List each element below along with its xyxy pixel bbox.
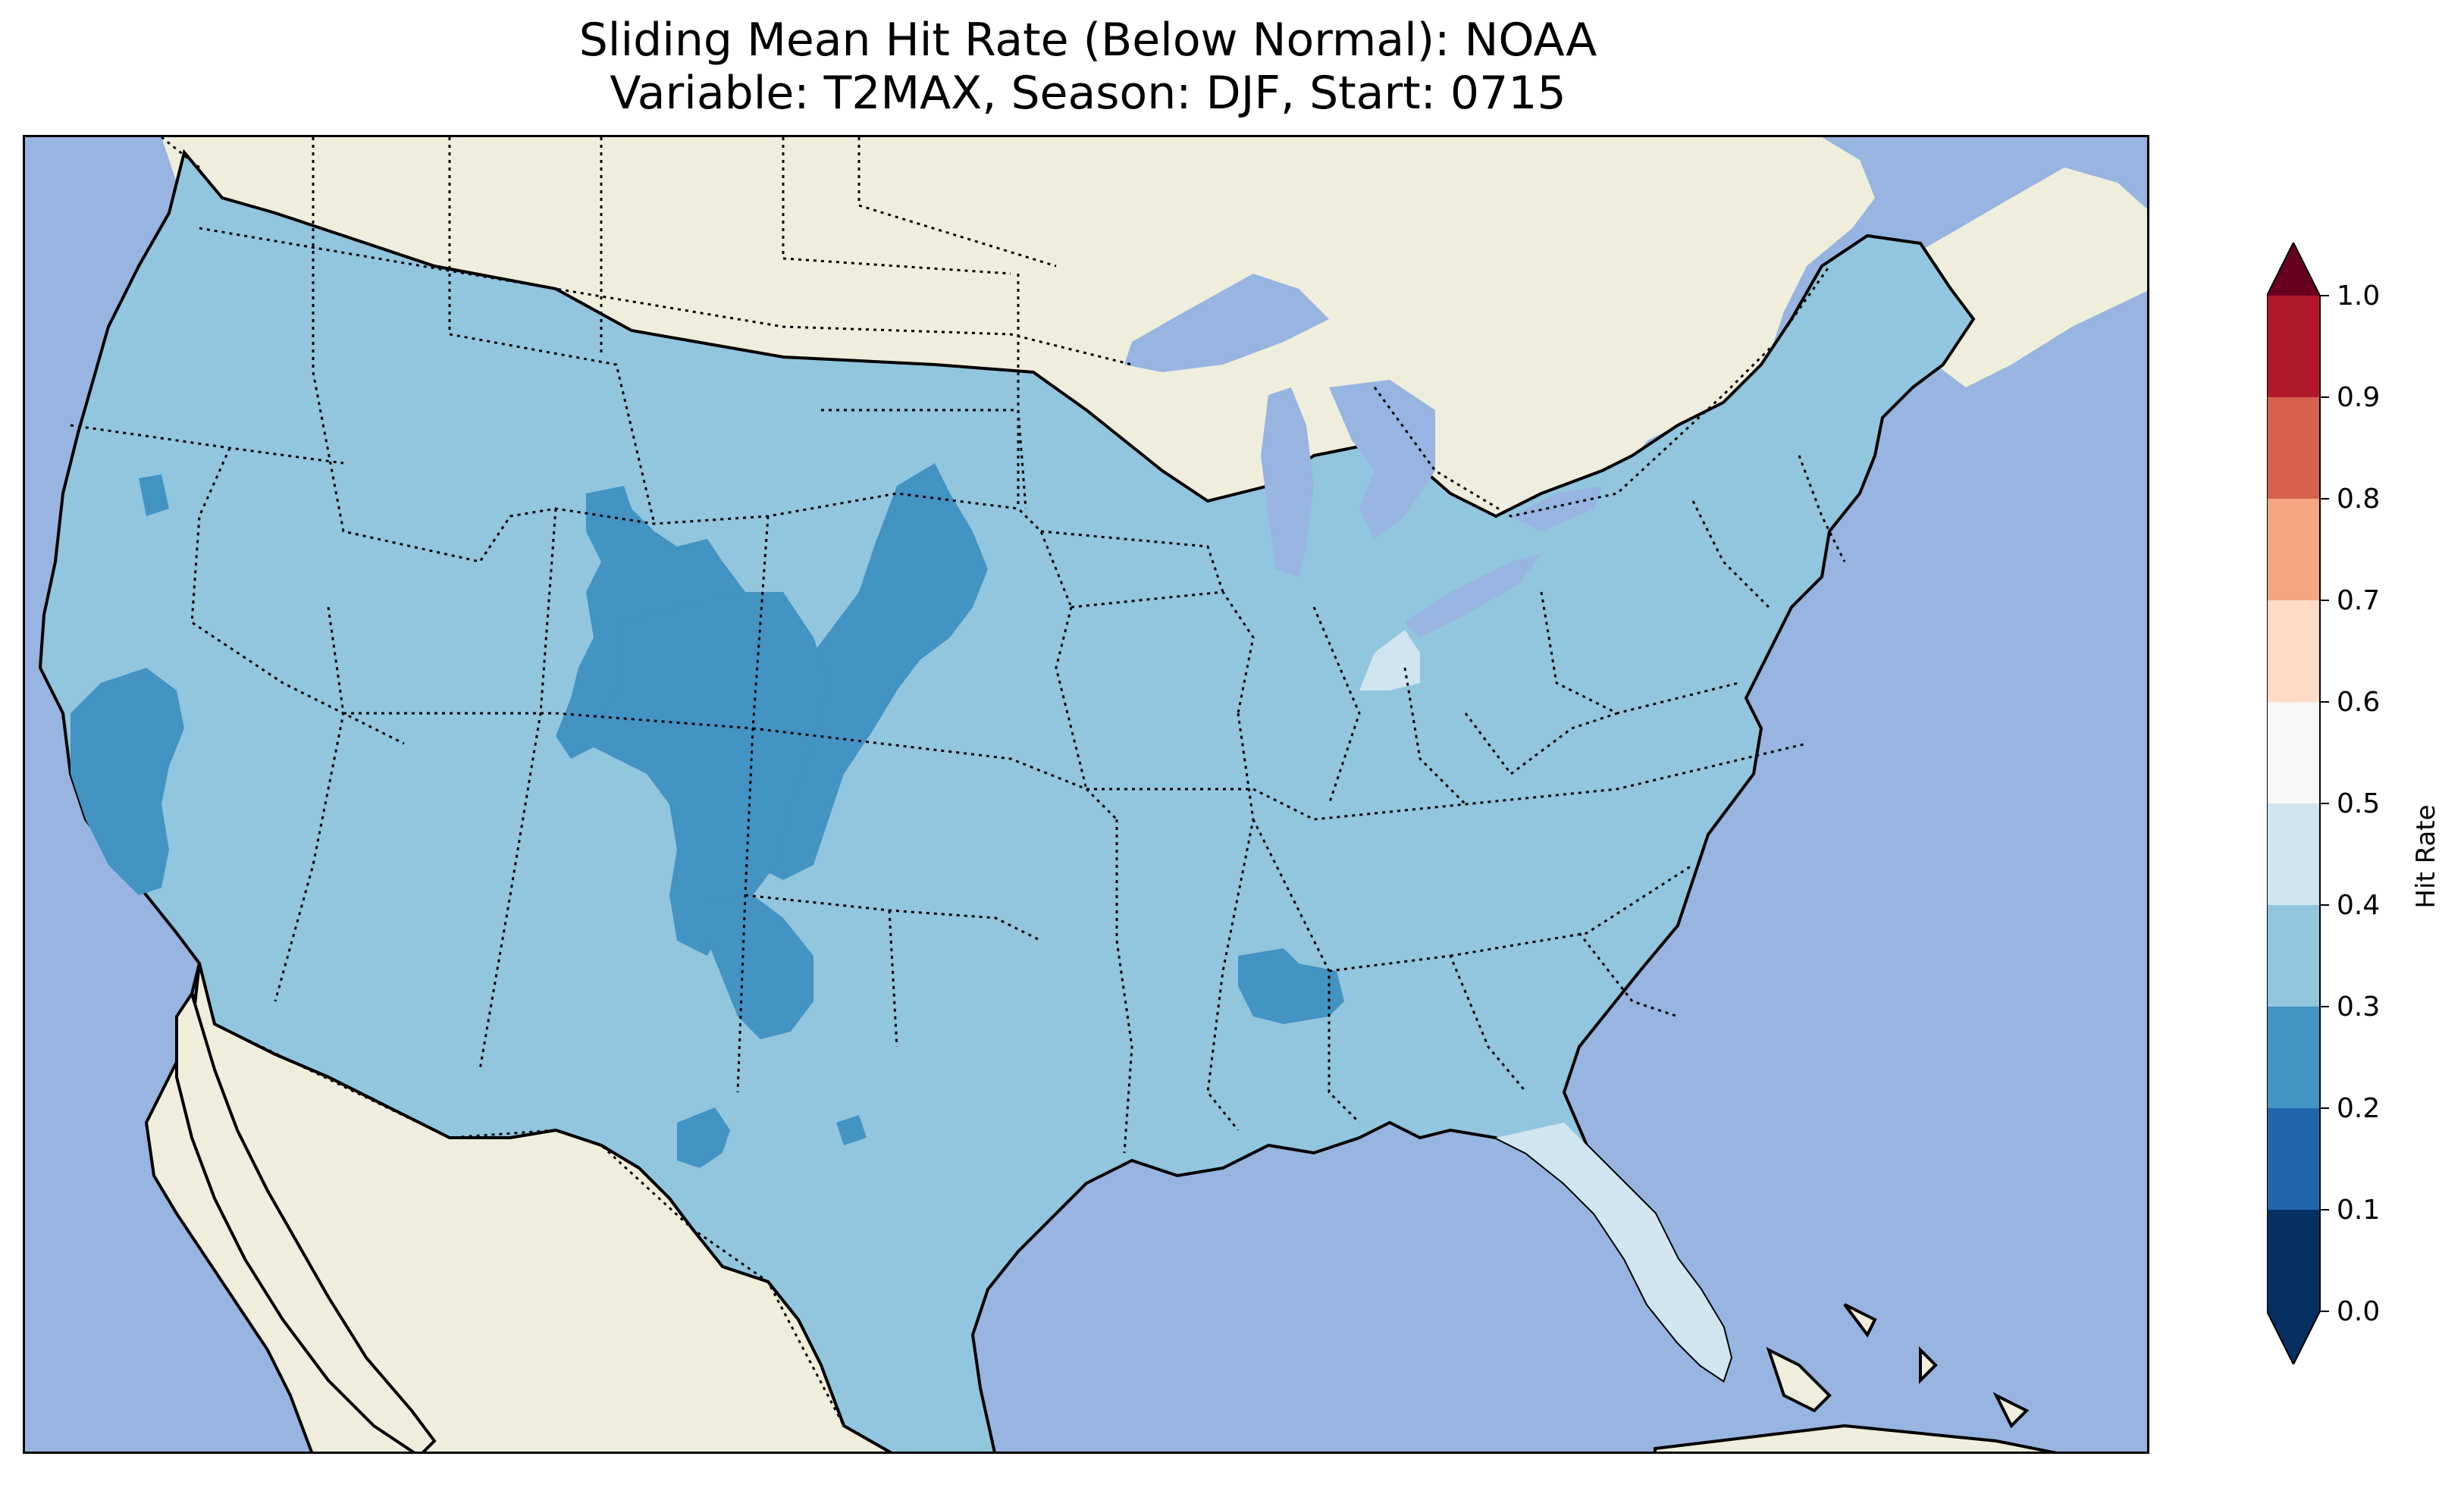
colorbar-bin-7 — [2267, 499, 2320, 600]
colorbar-bin-0 — [2267, 1210, 2320, 1311]
map-canvas — [25, 137, 2147, 1452]
colorbar-bin-2 — [2267, 1007, 2320, 1108]
lake-superior — [1124, 274, 1329, 372]
lake-ontario — [1511, 486, 1602, 531]
lake-huron — [1329, 380, 1435, 539]
colorbar-tick-label-3: 0.3 — [2337, 991, 2380, 1023]
colorbar-bin-8 — [2267, 397, 2320, 499]
map-panel — [23, 135, 2149, 1454]
maritimes-land — [1913, 168, 2147, 387]
florida-region — [1496, 1123, 1731, 1380]
colorbar-svg: 0.0 0.1 0.2 0.3 0.4 0.5 0.6 0.7 0.8 0.9 1.0 — [2266, 240, 2380, 1367]
region-texas-south — [836, 1115, 867, 1145]
colorbar-bin-1 — [2267, 1108, 2320, 1210]
colorbar-extend-over — [2267, 243, 2320, 296]
colorbar-extend-under — [2267, 1311, 2320, 1364]
lake-erie — [1405, 554, 1541, 637]
colorbar-tick-label-1: 0.1 — [2337, 1195, 2380, 1226]
region-texas-west — [677, 1107, 730, 1168]
title-line-2: Variable: T2MAX, Season: DJF, Start: 071… — [610, 67, 1566, 120]
colorbar-tick-label-0: 0.0 — [2337, 1296, 2380, 1327]
region-new-mexico — [707, 895, 813, 1039]
state-borders — [70, 137, 1846, 1154]
colorbar-tick-label-4: 0.4 — [2337, 890, 2380, 921]
country-borders — [161, 137, 1831, 1427]
region-mississippi — [1238, 948, 1344, 1024]
colorbar-bin-3 — [2267, 905, 2320, 1007]
colorbar-bin-6 — [2267, 600, 2320, 702]
colorbar-ticks: 0.0 0.1 0.2 0.3 0.4 0.5 0.6 0.7 0.8 0.9 1.0 — [2320, 280, 2380, 1327]
colorbar-tick-label-2: 0.2 — [2337, 1093, 2380, 1124]
colorbar-bin-5 — [2267, 702, 2320, 803]
colorbar-tick-label-6: 0.6 — [2337, 687, 2380, 718]
colorbar-tick-label-9: 0.9 — [2337, 382, 2380, 413]
region-colorado — [586, 592, 829, 956]
colorbar-bins — [2266, 240, 2321, 1367]
title-line-1: Sliding Mean Hit Rate (Below Normal): NO… — [578, 14, 1597, 67]
caribbean-islands — [1654, 1303, 2058, 1452]
colorbar-label: Hit Rate — [2411, 804, 2441, 909]
baja-land — [175, 990, 437, 1452]
region-nevada-dot — [139, 475, 169, 516]
colorbar-tick-label-8: 0.8 — [2337, 484, 2380, 515]
region-california — [71, 668, 184, 895]
colorbar-tick-label-7: 0.7 — [2337, 585, 2380, 616]
colorbar-tick-label-10: 1.0 — [2337, 280, 2380, 312]
colorbar-tick-label-5: 0.5 — [2337, 788, 2380, 819]
ohio-region — [1359, 630, 1420, 691]
colorbar-bin-4 — [2267, 803, 2320, 905]
lake-michigan — [1261, 387, 1314, 577]
colorbar: 0.0 0.1 0.2 0.3 0.4 0.5 0.6 0.7 0.8 0.9 1.0 — [2266, 240, 2380, 1367]
colorbar-bin-9 — [2267, 296, 2320, 397]
map-title: Sliding Mean Hit Rate (Below Normal): NO… — [0, 14, 2176, 120]
